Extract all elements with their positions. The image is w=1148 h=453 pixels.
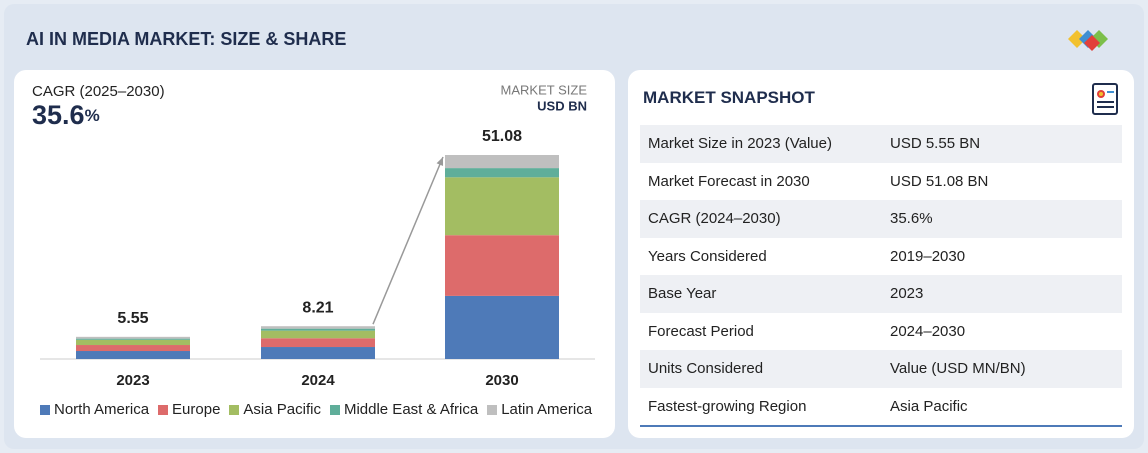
page-title: AI IN MEDIA MARKET: SIZE & SHARE bbox=[26, 29, 347, 49]
snapshot-key: Forecast Period bbox=[648, 322, 754, 340]
arrow-head bbox=[436, 157, 444, 166]
snapshot-row: Base Year 2023 bbox=[640, 275, 1122, 313]
snapshot-value: USD 5.55 BN bbox=[882, 125, 1122, 163]
cagr-number: 35.6 bbox=[32, 100, 85, 130]
bar-segment bbox=[76, 336, 190, 339]
unit: USD BN bbox=[537, 98, 587, 113]
snapshot-key: Units Considered bbox=[640, 350, 882, 388]
bar-segment bbox=[445, 295, 559, 359]
total-label: 5.55 bbox=[117, 310, 148, 327]
snapshot-key: CAGR (2024–2030) bbox=[640, 200, 882, 238]
legend-swatch bbox=[158, 404, 169, 415]
snapshot-key: Market Forecast in 2030 bbox=[648, 172, 810, 190]
bar-segment bbox=[76, 345, 190, 352]
cagr-unit: % bbox=[85, 106, 100, 125]
growth-arrow bbox=[372, 156, 444, 325]
snapshot-value: 2019–2030 bbox=[890, 247, 966, 265]
bar-segment bbox=[445, 235, 559, 296]
bar-segment bbox=[445, 177, 559, 236]
snapshot-row: Forecast Period 2024–2030 bbox=[640, 313, 1122, 351]
bar-segment bbox=[445, 155, 559, 169]
snapshot-key: Fastest-growing Region bbox=[648, 397, 807, 415]
snapshot-value: Value (USD MN/BN) bbox=[882, 350, 1122, 388]
snapshot-row: Units Considered Value (USD MN/BN) bbox=[640, 350, 1122, 388]
legend-label: Asia Pacific bbox=[243, 401, 321, 418]
x-tick-label: 2023 bbox=[116, 372, 149, 389]
snapshot-table: Market Size in 2023 (Value) USD 5.55 BN Ma… bbox=[640, 125, 1122, 427]
report-icon bbox=[1092, 83, 1118, 115]
bar-segment bbox=[445, 168, 559, 178]
snapshot-row: CAGR (2024–2030) 35.6% bbox=[640, 200, 1122, 238]
legend-swatch bbox=[229, 404, 240, 415]
snapshot-value: USD 51.08 BN bbox=[890, 172, 989, 190]
x-tick-label: 2024 bbox=[301, 372, 335, 389]
snapshot-panel: MARKET SNAPSHOT Market Size in 2023 (Val… bbox=[628, 70, 1134, 438]
snapshot-key: Market Size in 2023 (Value) bbox=[640, 125, 882, 163]
bar-segment bbox=[261, 330, 375, 339]
legend-swatch bbox=[329, 404, 340, 415]
total-label: 51.08 bbox=[482, 128, 522, 145]
snapshot-title: MARKET SNAPSHOT bbox=[643, 88, 815, 107]
legend: North America Europe Asia Pacific Middle Ea… bbox=[40, 401, 592, 418]
legend-item: Europe bbox=[158, 401, 220, 418]
chart-panel: CAGR (2025–2030) 35.6% MARKET SIZE USD B… bbox=[14, 70, 615, 438]
legend-item: Latin America bbox=[487, 401, 592, 418]
bar-segment bbox=[261, 328, 375, 331]
unit-label: MARKET SIZE bbox=[501, 82, 588, 97]
legend-swatch bbox=[487, 404, 498, 415]
snapshot-row: Market Size in 2023 (Value) USD 5.55 BN bbox=[640, 125, 1122, 163]
snapshot-key: Years Considered bbox=[648, 247, 767, 265]
cagr-label: CAGR (2025–2030) bbox=[32, 83, 165, 100]
legend-label: Middle East & Africa bbox=[343, 401, 479, 418]
total-label: 8.21 bbox=[302, 299, 333, 316]
x-tick-label: 2030 bbox=[485, 372, 518, 389]
chart: CAGR (2025–2030) 35.6% MARKET SIZE USD B… bbox=[32, 82, 595, 389]
bar-segment bbox=[76, 351, 190, 359]
snapshot-row: Fastest-growing Region Asia Pacific bbox=[640, 388, 1122, 427]
snapshot-value: Asia Pacific bbox=[890, 397, 968, 415]
snapshot-value: 2023 bbox=[882, 275, 1122, 313]
legend-item: North America bbox=[40, 401, 149, 418]
bar-segment bbox=[76, 338, 190, 340]
snapshot-row: Market Forecast in 2030 USD 51.08 BN bbox=[640, 163, 1122, 201]
legend-item: Asia Pacific bbox=[229, 401, 321, 418]
snapshot-value: 35.6% bbox=[882, 200, 1122, 238]
snapshot-value: 2024–2030 bbox=[890, 322, 966, 340]
legend-label: Latin America bbox=[501, 401, 593, 418]
legend-label: Europe bbox=[172, 401, 221, 418]
logo bbox=[1068, 30, 1108, 51]
legend-item: Middle East & Africa bbox=[329, 401, 479, 418]
legend-swatch bbox=[40, 404, 50, 415]
snapshot-row: Years Considered 2019–2030 bbox=[640, 238, 1122, 276]
bar-segment bbox=[261, 338, 375, 348]
bar-segment bbox=[261, 326, 375, 329]
bar-segment bbox=[76, 339, 190, 346]
bar-segment bbox=[261, 347, 375, 359]
cagr-value: 35.6% bbox=[32, 100, 100, 130]
legend-label: North America bbox=[54, 401, 150, 418]
snapshot-key: Base Year bbox=[640, 275, 882, 313]
